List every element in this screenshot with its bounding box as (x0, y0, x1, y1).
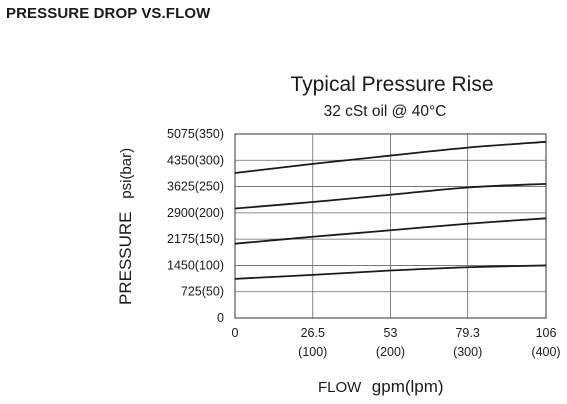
y-tick-label: 4350(300) (167, 153, 224, 167)
series-line-2 (234, 217, 547, 245)
series-line-1 (234, 264, 547, 280)
page-heading: PRESSURE DROP VS.FLOW (6, 5, 211, 22)
chart-subtitle: 32 cSt oil @ 40°C (324, 103, 447, 120)
x-tick-label: 0 (232, 326, 239, 340)
x-tick-label: 53 (384, 326, 398, 340)
x-axis-label-word: FLOW (318, 379, 362, 396)
y-tick-label: 2175(150) (167, 232, 224, 246)
grid (234, 133, 547, 319)
x-tick-label: 79.3 (455, 326, 479, 340)
x-tick-sublabel: (200) (376, 345, 405, 359)
x-axis-ticks: 0 26.5 (100) 53 (200) 79.3 (300) 106 (400) (232, 326, 561, 359)
series-group (234, 140, 547, 280)
series-line-3 (234, 182, 547, 210)
x-tick-label: 26.5 (301, 326, 325, 340)
y-axis-label-word: PRESSURE (116, 211, 135, 305)
y-axis-label: PRESSURE psi(bar) (116, 148, 135, 305)
y-tick-label: 725(50) (181, 285, 224, 299)
x-axis-label-unit: gpm(lpm) (372, 377, 444, 396)
x-tick-sublabel: (100) (298, 345, 327, 359)
y-tick-label: 5075(350) (167, 127, 224, 141)
y-tick-label: 1450(100) (167, 258, 224, 272)
chart-title: Typical Pressure Rise (290, 73, 493, 96)
x-axis-label: FLOW gpm(lpm) (318, 377, 444, 396)
x-tick-sublabel: (300) (453, 345, 482, 359)
x-tick-label: 106 (536, 326, 557, 340)
y-axis-label-unit: psi(bar) (118, 148, 135, 199)
series-line-4 (234, 140, 547, 174)
y-tick-label: 3625(250) (167, 180, 224, 194)
x-tick-sublabel: (400) (531, 345, 560, 359)
y-axis-ticks: 0 725(50) 1450(100) 2175(150) 2900(200) 3625(… (167, 127, 224, 325)
y-tick-label: 0 (217, 311, 224, 325)
y-tick-label: 2900(200) (167, 206, 224, 220)
